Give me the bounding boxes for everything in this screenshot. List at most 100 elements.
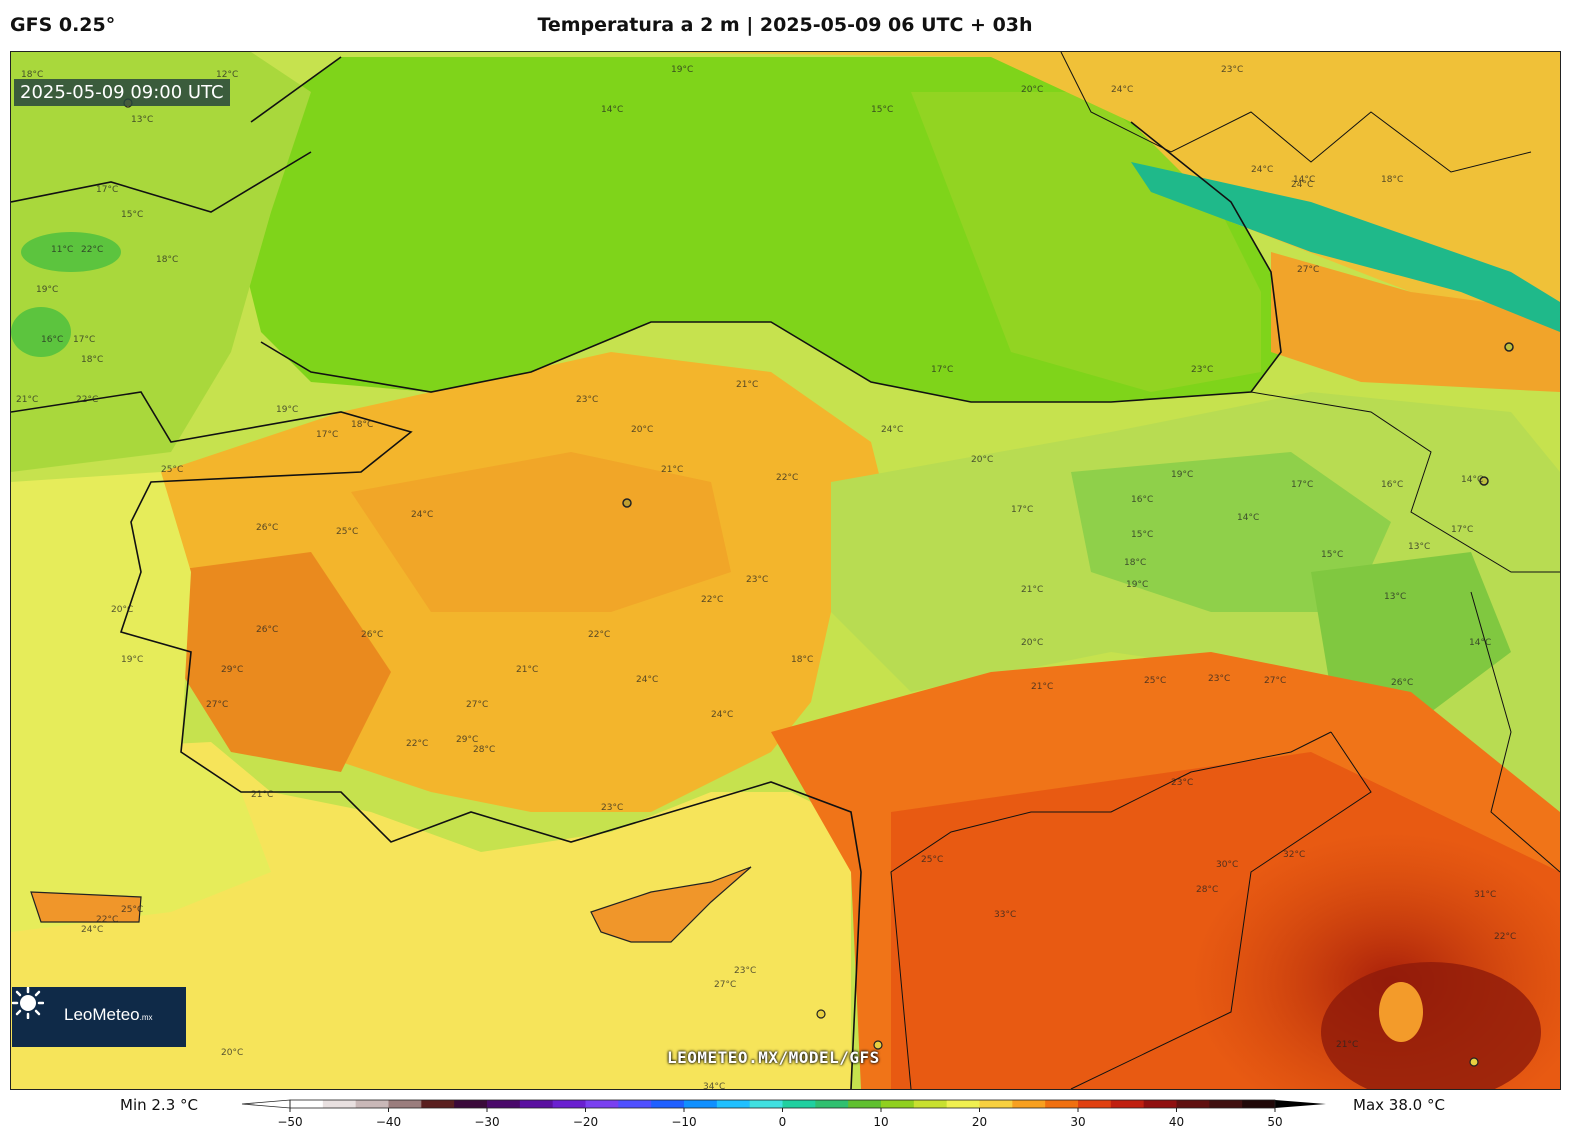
temperature-label: 18°C	[1124, 558, 1146, 568]
temperature-label: 21°C	[736, 380, 758, 390]
temperature-label: 26°C	[1391, 678, 1413, 688]
colorbar-cell	[1110, 1100, 1145, 1108]
colorbar-cell	[815, 1100, 849, 1108]
temperature-label: 29°C	[221, 665, 243, 675]
colorbar-tick-label: 40	[1169, 1115, 1184, 1129]
temperature-label: 20°C	[631, 425, 653, 435]
temperature-label: 26°C	[361, 630, 383, 640]
source-watermark[interactable]: LEOMETEO.MX/MODEL/GFS	[667, 1048, 880, 1067]
temperature-label: 24°C	[1251, 165, 1273, 175]
temperature-label: 27°C	[1264, 676, 1286, 686]
temperature-label: 20°C	[971, 455, 993, 465]
caucasus-warm	[1271, 252, 1560, 392]
colorbar-cell	[1078, 1100, 1112, 1108]
black-sea-east	[911, 92, 1261, 392]
temperature-label: 23°C	[1208, 674, 1230, 684]
north-region	[631, 52, 1560, 332]
temperature-label: 22°C	[406, 739, 428, 749]
colorbar-cell	[1176, 1100, 1210, 1108]
temperature-label: 18°C	[156, 255, 178, 265]
colorbar-cell	[979, 1100, 1013, 1108]
temperature-label: 25°C	[121, 905, 143, 915]
colorbar-cell	[651, 1100, 685, 1108]
colorbar-cell	[388, 1100, 422, 1108]
temperature-label: 22°C	[1494, 932, 1516, 942]
colorbar-cell	[684, 1100, 718, 1108]
model-name: GFS 0.25°	[10, 14, 116, 36]
temperature-label: 32°C	[1283, 850, 1305, 860]
temperature-label: 24°C	[711, 710, 733, 720]
temperature-label: 19°C	[276, 405, 298, 415]
temperature-label: 13°C	[1408, 542, 1430, 552]
colorbar-cell	[716, 1100, 751, 1108]
colorbar-tick-label: 50	[1267, 1115, 1282, 1129]
temperature-label: 20°C	[221, 1048, 243, 1058]
colorbar-tick-label: 10	[873, 1115, 888, 1129]
map-canvas: 18°C 12°C 13°C 17°C 15°C 11°C 22°C 18°C 19°C 16°C…	[11, 52, 1560, 1089]
temperature-label: 24°C	[636, 675, 658, 685]
temperature-label: 27°C	[466, 700, 488, 710]
temperature-label: 21°C	[516, 665, 538, 675]
temperature-label: 24°C	[1291, 180, 1313, 190]
temperature-label: 15°C	[1321, 550, 1343, 560]
temperature-label: 22°C	[588, 630, 610, 640]
temperature-label: 33°C	[994, 910, 1016, 920]
temperature-labels: 18°C 12°C 13°C 17°C 15°C 11°C 22°C 18°C 19°C 16°C…	[16, 65, 1516, 1089]
temperature-label: 22°C	[701, 595, 723, 605]
temperature-label: 27°C	[714, 980, 736, 990]
aegean	[11, 472, 271, 932]
colorbar-tick-label: −30	[474, 1115, 499, 1129]
east-cool-2	[1311, 552, 1511, 712]
temperature-label: 19°C	[36, 285, 58, 295]
colorbar-tick-label: 30	[1070, 1115, 1085, 1129]
max-temp-label: Max 38.0 °C	[1353, 1096, 1445, 1114]
temperature-label: 21°C	[251, 790, 273, 800]
balkan-cool	[21, 232, 121, 272]
temperature-label: 22°C	[96, 915, 118, 925]
colorbar-tick-label: −20	[573, 1115, 598, 1129]
temperature-label: 31°C	[1474, 890, 1496, 900]
colorbar-cell	[519, 1100, 554, 1108]
colorbar-cell	[1143, 1100, 1177, 1108]
temperature-label: 29°C	[456, 735, 478, 745]
temperature-label: 30°C	[1216, 860, 1238, 870]
colorbar-cell	[1209, 1100, 1243, 1108]
colorbar-cell	[881, 1100, 915, 1108]
colorbar-cell	[782, 1100, 816, 1108]
cyprus	[590, 866, 752, 943]
temperature-label: 18°C	[21, 70, 43, 80]
temperature-label: 17°C	[96, 185, 118, 195]
temperature-label: 23°C	[1221, 65, 1243, 75]
temperature-label: 27°C	[1297, 265, 1319, 275]
temperature-label: 21°C	[1021, 585, 1043, 595]
temperature-label: 23°C	[576, 395, 598, 405]
temperature-label: 18°C	[351, 420, 373, 430]
temperature-label: 14°C	[1237, 513, 1259, 523]
temperature-label: 16°C	[41, 335, 63, 345]
temperature-label: 23°C	[1191, 365, 1213, 375]
temperature-label: 14°C	[601, 105, 623, 115]
temperature-label: 23°C	[601, 803, 623, 813]
temperature-label: 21°C	[16, 395, 38, 405]
temperature-label: 23°C	[734, 966, 756, 976]
colorbar-cell	[618, 1100, 652, 1108]
sun-icon	[12, 987, 44, 1019]
temperature-label: 22°C	[81, 245, 103, 255]
colorbar: −50 −40 −30 −20 −10 0 10 20 30 40 50	[241, 1099, 1326, 1129]
colorbar-cell	[290, 1100, 324, 1108]
temperature-label: 13°C	[131, 115, 153, 125]
temperature-label: 24°C	[411, 510, 433, 520]
temperature-label: 20°C	[1021, 638, 1043, 648]
leometeo-logo[interactable]: LeoMeteo.mx	[12, 987, 186, 1047]
temperature-label: 12°C	[216, 70, 238, 80]
temperature-map[interactable]: 18°C 12°C 13°C 17°C 15°C 11°C 22°C 18°C 19°C 16°C…	[10, 51, 1561, 1090]
temperature-label: 21°C	[1031, 682, 1053, 692]
temperature-label: 19°C	[1171, 470, 1193, 480]
temperature-label: 22°C	[76, 395, 98, 405]
colorbar-cell	[749, 1100, 783, 1108]
colorbar-tick-label: −50	[277, 1115, 302, 1129]
central-anatolia	[351, 452, 731, 612]
temperature-label: 18°C	[81, 355, 103, 365]
temperature-label: 24°C	[1111, 85, 1133, 95]
temperature-label: 20°C	[1021, 85, 1043, 95]
